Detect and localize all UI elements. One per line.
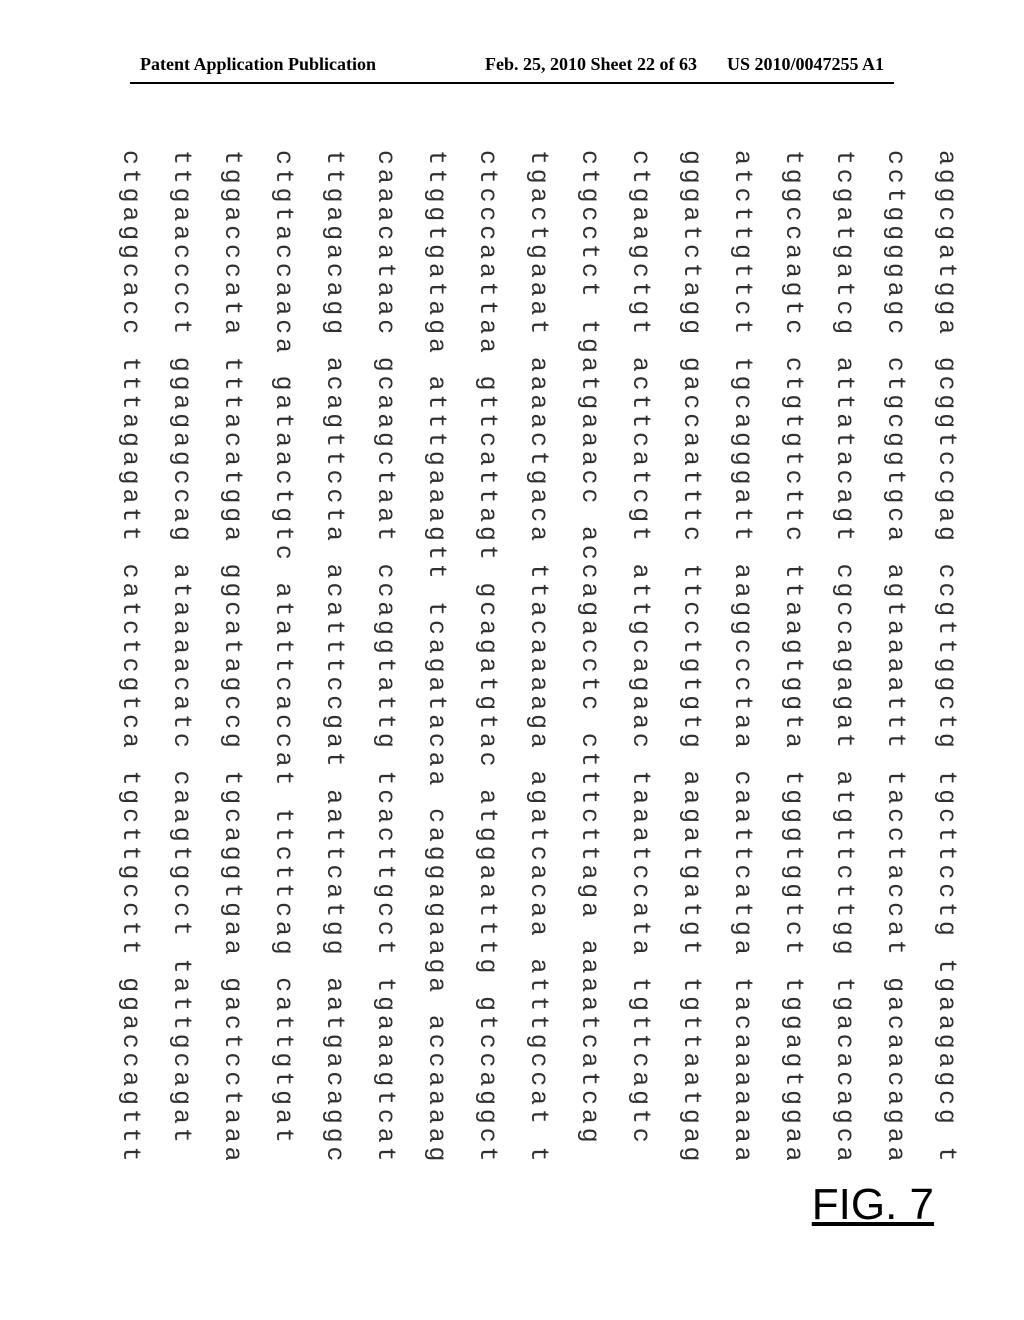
- header-right: US 2010/0047255 A1: [727, 54, 884, 75]
- figure-label: FIG. 7: [812, 1180, 934, 1230]
- header-rule: [130, 82, 894, 84]
- header-left: Patent Application Publication: [140, 54, 376, 75]
- sequence-listing: aggcgatgga gcggtccgag ccgttggctg tgcttcc…: [52, 150, 972, 1160]
- header-mid: Feb. 25, 2010 Sheet 22 of 63: [485, 54, 697, 75]
- figure-label-text: FIG. 7: [812, 1180, 934, 1229]
- sequence-text: aggcgatgga gcggtccgag ccgttggctg tgcttcc…: [105, 150, 972, 1160]
